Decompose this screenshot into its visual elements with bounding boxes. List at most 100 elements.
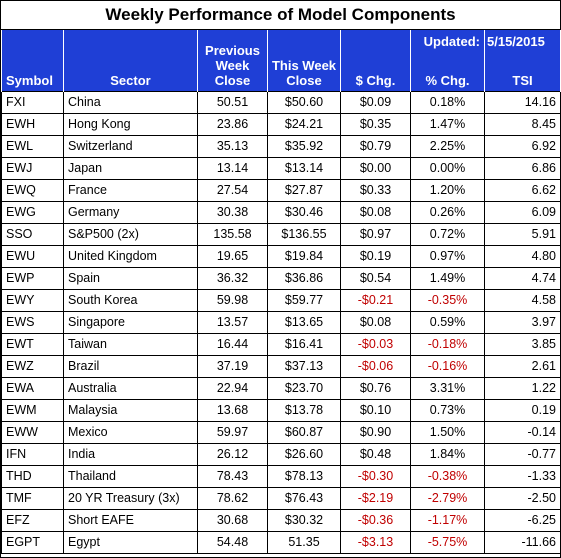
cell-prev-close: 54.48 xyxy=(197,530,268,554)
cell-this-close: $136.55 xyxy=(267,222,341,246)
cell-tsi: 3.85 xyxy=(484,332,561,356)
table-row: EGPT Egypt 54.48 51.35 -$3.13 -5.75% -11.66 xyxy=(1,530,561,554)
cell-tsi: 4.80 xyxy=(484,244,561,268)
cell-sector: Germany xyxy=(63,200,198,224)
cell-sector: 20 YR Treasury (3x) xyxy=(63,486,198,510)
cell-dollar-chg: $0.35 xyxy=(340,112,411,136)
cell-sector: India xyxy=(63,442,198,466)
cell-sector: Brazil xyxy=(63,354,198,378)
cell-this-close: $50.60 xyxy=(267,90,341,114)
cell-sector: Spain xyxy=(63,266,198,290)
cell-sector: Singapore xyxy=(63,310,198,334)
cell-symbol: THD xyxy=(1,464,64,488)
cell-pct-chg: 1.50% xyxy=(410,420,485,444)
cell-sector: Japan xyxy=(63,156,198,180)
cell-prev-close: 13.14 xyxy=(197,156,268,180)
header-pct-chg-label: % Chg. xyxy=(425,72,470,88)
cell-this-close: $26.60 xyxy=(267,442,341,466)
cell-symbol: IFN xyxy=(1,442,64,466)
cell-sector: Egypt xyxy=(63,530,198,554)
cell-this-close: $59.77 xyxy=(267,288,341,312)
cell-tsi: 6.09 xyxy=(484,200,561,224)
cell-tsi: 6.92 xyxy=(484,134,561,158)
cell-dollar-chg: -$0.36 xyxy=(340,508,411,532)
cell-symbol: EWU xyxy=(1,244,64,268)
cell-symbol: TMF xyxy=(1,486,64,510)
table-row: FXI China 50.51 $50.60 $0.09 0.18% 14.16 xyxy=(1,90,561,114)
cell-dollar-chg: -$3.13 xyxy=(340,530,411,554)
cell-this-close: $36.86 xyxy=(267,266,341,290)
cell-pct-chg: 2.25% xyxy=(410,134,485,158)
cell-pct-chg: -1.17% xyxy=(410,508,485,532)
cell-sector: Short EAFE xyxy=(63,508,198,532)
cell-pct-chg: 0.72% xyxy=(410,222,485,246)
cell-this-close: 51.35 xyxy=(267,530,341,554)
table-row: SSO S&P500 (2x) 135.58 $136.55 $0.97 0.72% 5.9… xyxy=(1,222,561,246)
table-row: EWT Taiwan 16.44 $16.41 -$0.03 -0.18% 3.85 xyxy=(1,332,561,356)
cell-this-close: $76.43 xyxy=(267,486,341,510)
cell-symbol: EWH xyxy=(1,112,64,136)
cell-dollar-chg: $0.19 xyxy=(340,244,411,268)
cell-pct-chg: -0.18% xyxy=(410,332,485,356)
cell-pct-chg: -0.35% xyxy=(410,288,485,312)
cell-pct-chg: 0.73% xyxy=(410,398,485,422)
cell-symbol: EWQ xyxy=(1,178,64,202)
cell-dollar-chg: $0.33 xyxy=(340,178,411,202)
cell-prev-close: 50.51 xyxy=(197,90,268,114)
table-row: EWS Singapore 13.57 $13.65 $0.08 0.59% 3.97 xyxy=(1,310,561,334)
cell-pct-chg: 0.18% xyxy=(410,90,485,114)
header-row: Symbol Sector Previous Week Close This W… xyxy=(1,30,561,91)
cell-this-close: $13.65 xyxy=(267,310,341,334)
cell-sector: Switzerland xyxy=(63,134,198,158)
cell-prev-close: 27.54 xyxy=(197,178,268,202)
table-row: EWQ France 27.54 $27.87 $0.33 1.20% 6.62 xyxy=(1,178,561,202)
cell-symbol: EWG xyxy=(1,200,64,224)
cell-this-close: $27.87 xyxy=(267,178,341,202)
header-tsi: 5/15/2015 TSI xyxy=(484,30,561,91)
cell-sector: Hong Kong xyxy=(63,112,198,136)
cell-this-close: $13.14 xyxy=(267,156,341,180)
cell-this-close: $16.41 xyxy=(267,332,341,356)
cell-prev-close: 23.86 xyxy=(197,112,268,136)
cell-dollar-chg: $0.09 xyxy=(340,90,411,114)
cell-prev-close: 30.38 xyxy=(197,200,268,224)
cell-dollar-chg: $0.08 xyxy=(340,200,411,224)
cell-dollar-chg: $0.00 xyxy=(340,156,411,180)
cell-prev-close: 59.98 xyxy=(197,288,268,312)
cell-prev-close: 59.97 xyxy=(197,420,268,444)
cell-this-close: $23.70 xyxy=(267,376,341,400)
header-dollar-chg: $ Chg. xyxy=(340,30,411,91)
cell-symbol: EWW xyxy=(1,420,64,444)
cell-this-close: $60.87 xyxy=(267,420,341,444)
updated-label: Updated: xyxy=(423,34,480,49)
table-row: EWM Malaysia 13.68 $13.78 $0.10 0.73% 0.19 xyxy=(1,398,561,422)
cell-dollar-chg: $0.54 xyxy=(340,266,411,290)
table-row: EWG Germany 30.38 $30.46 $0.08 0.26% 6.09 xyxy=(1,200,561,224)
cell-pct-chg: 1.84% xyxy=(410,442,485,466)
cell-symbol: EWP xyxy=(1,266,64,290)
cell-sector: China xyxy=(63,90,198,114)
cell-dollar-chg: $0.08 xyxy=(340,310,411,334)
header-prev-close-label: Previous Week Close xyxy=(205,42,260,88)
cell-this-close: $30.32 xyxy=(267,508,341,532)
cell-pct-chg: -0.38% xyxy=(410,464,485,488)
cell-prev-close: 30.68 xyxy=(197,508,268,532)
cell-prev-close: 36.32 xyxy=(197,266,268,290)
cell-dollar-chg: $0.48 xyxy=(340,442,411,466)
cell-prev-close: 19.65 xyxy=(197,244,268,268)
cell-prev-close: 135.58 xyxy=(197,222,268,246)
cell-tsi: 6.62 xyxy=(484,178,561,202)
table-row: EWJ Japan 13.14 $13.14 $0.00 0.00% 6.86 xyxy=(1,156,561,180)
cell-dollar-chg: $0.90 xyxy=(340,420,411,444)
header-pct-chg: Updated: % Chg. xyxy=(410,30,485,91)
cell-sector: Malaysia xyxy=(63,398,198,422)
cell-dollar-chg: -$0.21 xyxy=(340,288,411,312)
cell-prev-close: 22.94 xyxy=(197,376,268,400)
cell-prev-close: 13.57 xyxy=(197,310,268,334)
table-row: EFZ Short EAFE 30.68 $30.32 -$0.36 -1.17% -6.2… xyxy=(1,508,561,532)
cell-pct-chg: -5.75% xyxy=(410,530,485,554)
cell-symbol: EWY xyxy=(1,288,64,312)
cell-tsi: 14.16 xyxy=(484,90,561,114)
cell-prev-close: 78.62 xyxy=(197,486,268,510)
cell-pct-chg: 0.59% xyxy=(410,310,485,334)
